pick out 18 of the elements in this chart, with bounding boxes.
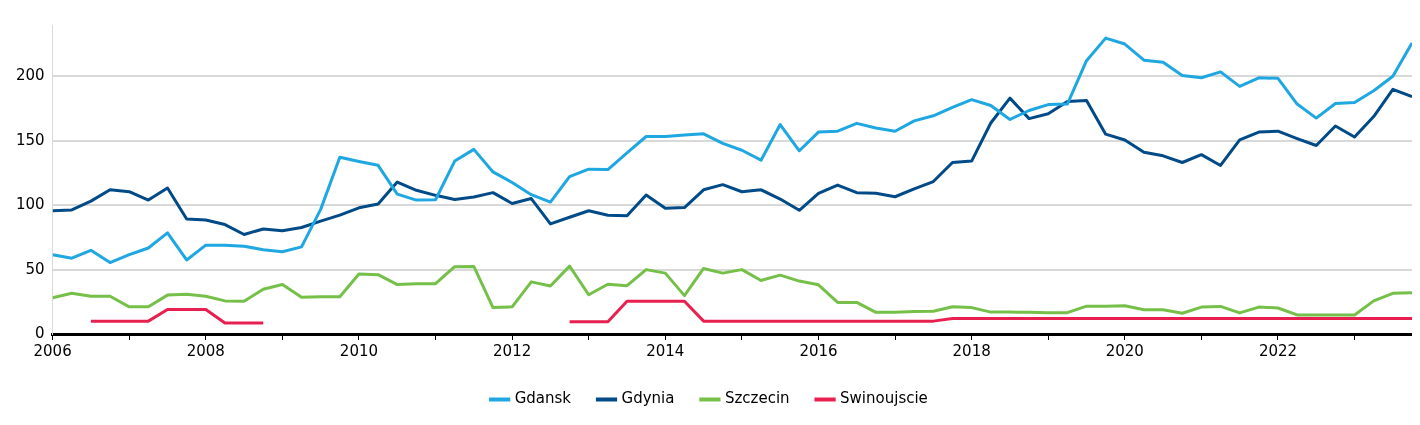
x-tick-label: 2010 xyxy=(339,341,379,360)
y-tick-label: 150 xyxy=(15,130,45,149)
x-tick-label: 2008 xyxy=(186,341,225,360)
x-tick-label: 2006 xyxy=(33,341,72,360)
y-tick-label: 0 xyxy=(35,323,45,342)
x-tick-label: 2012 xyxy=(493,341,532,360)
x-tick-label: 2022 xyxy=(1258,341,1298,360)
legend-label: Gdansk xyxy=(514,389,572,408)
legend-label: Swinoujscie xyxy=(840,389,928,408)
x-tick-label: 2016 xyxy=(799,341,838,360)
legend-label: Gdynia xyxy=(621,389,675,408)
y-tick-label: 50 xyxy=(25,259,45,278)
legend-label: Szczecin xyxy=(724,389,790,408)
y-tick-label: 100 xyxy=(15,195,45,214)
x-tick-label: 2018 xyxy=(952,341,991,360)
x-tick-label: 2014 xyxy=(646,341,685,360)
y-tick-label: 200 xyxy=(15,66,45,85)
x-tick-label: 2020 xyxy=(1105,341,1144,360)
